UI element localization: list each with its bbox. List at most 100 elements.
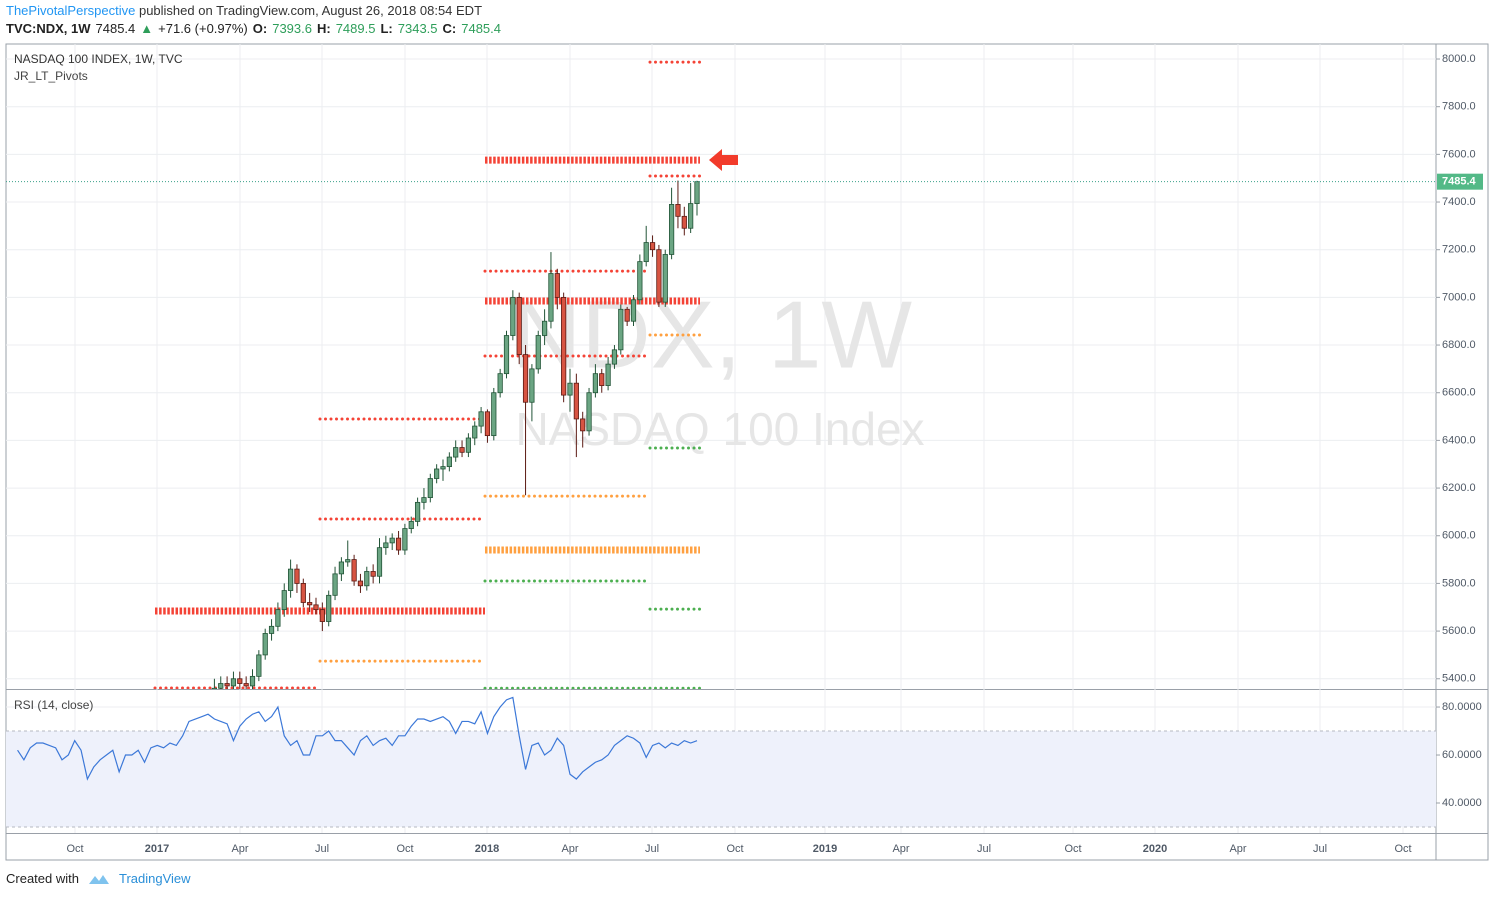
footer: Created with TradingView: [6, 871, 191, 886]
candle-body: [618, 308, 624, 351]
low-value: 7343.5: [397, 21, 438, 36]
y-tick-label: 6800.0: [1442, 339, 1476, 351]
x-tick-label: Oct: [1064, 843, 1081, 855]
y-tick-label: 5400.0: [1442, 673, 1476, 685]
candle-body: [472, 425, 478, 439]
candle-body: [548, 273, 554, 322]
candle-body: [497, 373, 503, 394]
candle-body: [459, 447, 465, 453]
candle-body: [624, 308, 630, 322]
chart-frame: [5, 43, 1489, 861]
high-label: H:: [316, 21, 331, 36]
y-tick-label: 5600.0: [1442, 625, 1476, 637]
candle-body: [389, 537, 395, 544]
candle-body: [218, 683, 224, 689]
candle-body: [313, 604, 319, 611]
candle-body: [446, 456, 452, 468]
candle-body: [688, 203, 694, 229]
candle-body: [268, 625, 275, 634]
rsi-line: [17, 696, 698, 781]
x-tick-label: Jul: [1313, 843, 1327, 855]
candle-body: [300, 583, 306, 603]
candle-body: [669, 204, 675, 255]
y-tick-label: 7000.0: [1442, 291, 1476, 303]
rsi-band: [6, 731, 1436, 828]
y-tick-label: 7600.0: [1442, 148, 1476, 160]
candle-body: [281, 590, 287, 611]
watermark: NDX, 1W: [512, 281, 912, 388]
candle-body: [230, 678, 237, 687]
candle-body: [510, 296, 516, 336]
candle-body: [402, 528, 408, 551]
header-line: ThePivotalPerspective published on Tradi…: [6, 3, 482, 18]
open-value: 7393.6: [272, 21, 312, 36]
high-value: 7489.5: [335, 21, 376, 36]
change: +71.6 (+0.97%): [158, 21, 248, 36]
y-tick-label: 40.0000: [1442, 797, 1482, 809]
candle-body: [465, 437, 472, 453]
last-price-label: 7485.4: [1442, 176, 1477, 188]
candle-body: [383, 542, 389, 549]
candle-body: [516, 296, 522, 355]
candle-body: [503, 335, 510, 375]
candle-body: [332, 573, 338, 596]
candle-body: [357, 580, 364, 587]
rsi-title: RSI (14, close): [14, 698, 93, 712]
annotation-arrow: [709, 149, 738, 171]
candle-body: [345, 559, 351, 563]
x-tick-label: Oct: [396, 843, 413, 855]
candle-body: [681, 215, 687, 229]
candle-body: [529, 368, 535, 403]
candle-body: [649, 242, 656, 251]
brand[interactable]: TradingView: [118, 871, 191, 886]
last-price: 7485.4: [95, 21, 136, 36]
y-tick-label: 7400.0: [1442, 196, 1476, 208]
candle-body: [573, 382, 579, 420]
candle-body: [643, 242, 649, 263]
candle-body: [630, 299, 637, 322]
y-tick-label: 8000.0: [1442, 53, 1476, 65]
close-value: 7485.4: [461, 21, 501, 36]
candle-body: [294, 568, 300, 584]
symbol-line: TVC:NDX, 1W 7485.4 ▲ +71.6 (+0.97%) O: 7…: [6, 21, 501, 36]
candle-body: [249, 675, 256, 687]
chart: NDX, 1W NASDAQ 100 Index NASDAQ 100 INDE…: [5, 43, 1489, 861]
candle-body: [592, 373, 599, 394]
candle-body: [675, 204, 681, 217]
candle-body: [567, 382, 573, 396]
author[interactable]: ThePivotalPerspective: [6, 3, 136, 18]
y-tick-label: 6200.0: [1442, 482, 1476, 494]
open-label: O:: [252, 21, 268, 36]
x-tick-label: Apr: [1229, 843, 1246, 855]
candle-body: [586, 392, 592, 432]
candle-body: [561, 296, 567, 396]
candle-body: [414, 501, 421, 522]
candle-body: [326, 594, 332, 622]
candle-body: [484, 411, 491, 437]
legend-title: NASDAQ 100 INDEX, 1W, TVC: [14, 52, 183, 66]
candle-body: [338, 561, 345, 575]
y-tick-label: 6600.0: [1442, 387, 1476, 399]
x-tick-label: Apr: [231, 843, 248, 855]
x-tick-label: Jul: [645, 843, 659, 855]
published: published on TradingView.com, August 26,…: [138, 3, 483, 18]
x-tick-label: 2019: [813, 843, 837, 855]
candle-body: [656, 249, 662, 303]
candle-body: [491, 392, 497, 437]
candle-body: [224, 683, 230, 687]
candle-body: [408, 521, 414, 529]
candle-body: [262, 633, 268, 656]
x-tick-label: 2017: [145, 843, 169, 855]
indicator-name: JR_LT_Pivots: [14, 69, 88, 83]
brand-logo: [88, 874, 109, 884]
rsi-pane: [6, 696, 1436, 828]
low-label: L:: [380, 21, 393, 36]
candle-body: [376, 547, 383, 577]
candle-body: [522, 354, 529, 403]
x-tick-label: Oct: [66, 843, 83, 855]
candle-body: [580, 418, 586, 432]
price-pane: [153, 60, 702, 689]
candle-body: [605, 363, 611, 386]
close-label: C:: [442, 21, 457, 36]
